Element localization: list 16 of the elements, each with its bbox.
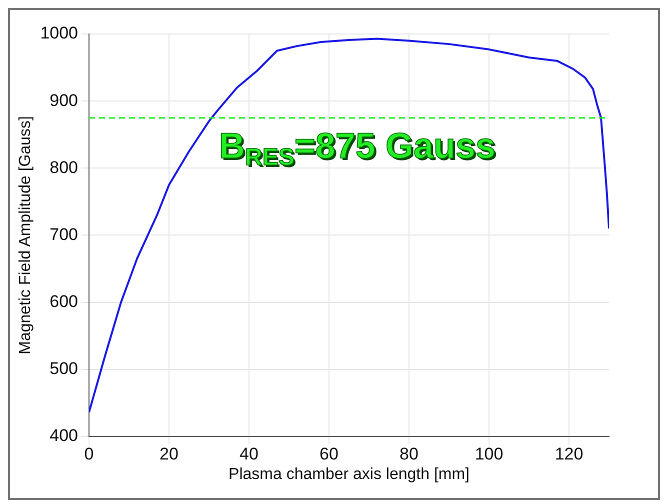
y-tick-label: 900 — [50, 90, 78, 110]
y-tick-label: 400 — [50, 426, 78, 446]
y-axis-title: Magnetic Field Amplitude [Gauss] — [17, 116, 34, 354]
x-tick-label: 120 — [554, 444, 584, 464]
x-tick-label: 20 — [160, 444, 178, 464]
x-tick-label: 60 — [320, 444, 338, 464]
y-tick-label: 600 — [50, 292, 78, 311]
y-tick-label: 700 — [50, 224, 78, 244]
x-tick-label: 80 — [400, 444, 418, 464]
y-tick-label: 1000 — [40, 24, 78, 43]
y-tick-label: 500 — [50, 359, 78, 378]
x-axis-title: Plasma chamber axis length [mm] — [228, 466, 470, 483]
x-tick-label: 100 — [474, 444, 504, 464]
x-tick-label: 0 — [84, 444, 94, 464]
y-tick-label: 800 — [50, 158, 78, 177]
x-tick-label: 40 — [240, 444, 258, 464]
